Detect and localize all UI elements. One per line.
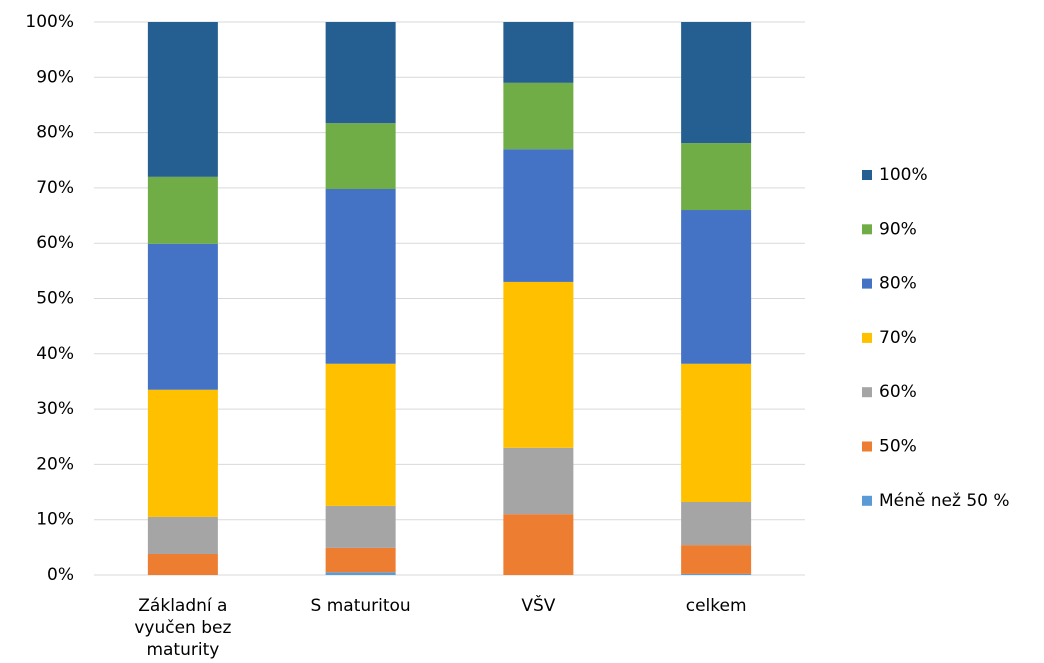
y-tick-label: 70% — [36, 178, 74, 198]
bar-segment — [503, 82, 574, 150]
legend-swatch — [862, 332, 872, 343]
bar-segment — [325, 505, 396, 548]
bar-segment — [147, 22, 218, 177]
y-tick-label: 90% — [36, 67, 74, 87]
bar-segment — [325, 189, 396, 364]
bar-segment — [325, 363, 396, 506]
y-tick-label: 10% — [36, 510, 74, 530]
bar-segment — [325, 547, 396, 573]
legend-swatch — [862, 224, 872, 235]
bar-segment — [503, 514, 574, 575]
bar-segment — [503, 149, 574, 282]
y-tick-label: 100% — [25, 12, 74, 32]
legend-label: Méně než 50 % — [879, 491, 1010, 511]
bar-segment — [681, 143, 752, 211]
x-tick-label: celkem — [685, 596, 747, 616]
y-tick-label: 20% — [36, 454, 74, 474]
bar-segment — [147, 553, 218, 575]
bar-segment — [681, 210, 752, 364]
legend-label: 70% — [879, 328, 917, 348]
bar-segment — [681, 363, 752, 503]
legend-label: 60% — [879, 382, 917, 402]
y-tick-label: 40% — [36, 344, 74, 364]
legend-label: 100% — [879, 165, 928, 185]
y-tick-label: 80% — [36, 123, 74, 143]
y-tick-label: 0% — [47, 565, 74, 585]
bar-segment — [503, 281, 574, 448]
legend-swatch — [862, 170, 872, 180]
bar-segment — [325, 123, 396, 190]
bar-segment — [503, 22, 574, 83]
bar-segment — [147, 176, 218, 244]
legend-swatch — [862, 441, 872, 452]
bar-segment — [681, 573, 752, 575]
bar-segment — [325, 22, 396, 124]
bar-segment — [681, 22, 752, 144]
bar-segment — [503, 447, 574, 515]
x-tick-label: S maturitou — [310, 596, 411, 616]
y-tick-label: 60% — [36, 233, 74, 253]
legend-swatch — [862, 387, 872, 398]
bar-segment — [147, 389, 218, 517]
x-tick-label: VŠV — [521, 596, 556, 616]
bar-segment — [147, 243, 218, 390]
y-tick-label: 50% — [36, 289, 74, 309]
legend-swatch — [862, 495, 872, 506]
bar-segment — [325, 572, 396, 575]
legend-label: 80% — [879, 274, 917, 294]
x-tick-label: Základní a vyučen bez maturity — [134, 596, 232, 660]
bar-segment — [147, 516, 218, 554]
y-tick-label: 30% — [36, 399, 74, 419]
bar-segment — [681, 502, 752, 546]
legend-label: 50% — [879, 437, 917, 457]
legend-swatch — [862, 278, 872, 289]
bar-segment — [681, 545, 752, 574]
legend-label: 90% — [879, 219, 917, 239]
